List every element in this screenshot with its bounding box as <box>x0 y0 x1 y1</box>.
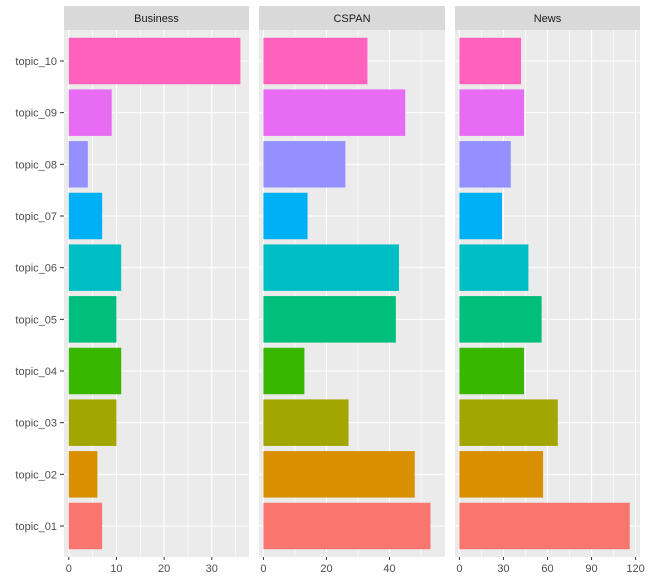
bar-business-topic_04 <box>68 347 122 395</box>
y-tick-label: topic_03 <box>15 418 57 430</box>
bar-news-topic_07 <box>459 192 502 240</box>
y-tick-label: topic_05 <box>15 314 57 326</box>
x-tick-label: 20 <box>320 563 332 575</box>
y-tick-label: topic_07 <box>15 211 57 223</box>
facet-title: News <box>534 13 562 25</box>
bar-cspan-topic_07 <box>263 192 308 240</box>
facet-title: CSPAN <box>333 13 370 25</box>
x-tick-label: 0 <box>456 563 462 575</box>
bar-business-topic_09 <box>68 89 112 136</box>
bar-news-topic_10 <box>459 37 522 85</box>
bar-news-topic_02 <box>459 451 544 498</box>
x-tick-label: 0 <box>66 563 72 575</box>
x-tick-label: 90 <box>585 563 597 575</box>
y-tick-label: topic_04 <box>15 366 57 378</box>
bar-cspan-topic_01 <box>263 502 431 550</box>
x-tick-label: 60 <box>541 563 553 575</box>
y-tick-label: topic_09 <box>15 108 57 120</box>
x-tick-label: 40 <box>383 563 395 575</box>
bar-news-topic_05 <box>459 296 542 343</box>
x-tick-label: 10 <box>110 563 122 575</box>
bar-cspan-topic_08 <box>263 141 346 188</box>
facet-strip <box>455 6 640 30</box>
x-tick-label: 120 <box>626 563 644 575</box>
bar-cspan-topic_02 <box>263 451 415 498</box>
bar-cspan-topic_05 <box>263 296 396 343</box>
y-tick-label: topic_01 <box>15 521 57 533</box>
y-tick-label: topic_10 <box>15 56 57 68</box>
bar-business-topic_10 <box>68 37 241 85</box>
x-tick-label: 0 <box>260 563 266 575</box>
bar-cspan-topic_03 <box>263 399 349 446</box>
bar-news-topic_01 <box>459 502 630 550</box>
bar-cspan-topic_09 <box>263 89 406 136</box>
bar-news-topic_08 <box>459 141 511 188</box>
x-tick-label: 30 <box>497 563 509 575</box>
bar-cspan-topic_04 <box>263 347 305 395</box>
bar-cspan-topic_10 <box>263 37 368 85</box>
y-tick-label: topic_02 <box>15 469 57 481</box>
bar-business-topic_02 <box>68 451 98 498</box>
bar-business-topic_01 <box>68 502 103 550</box>
bar-cspan-topic_06 <box>263 244 399 291</box>
bar-news-topic_09 <box>459 89 525 136</box>
bar-business-topic_05 <box>68 296 117 343</box>
bar-business-topic_08 <box>68 141 88 188</box>
bar-news-topic_06 <box>459 244 529 291</box>
y-tick-label: topic_08 <box>15 159 57 171</box>
bar-business-topic_06 <box>68 244 122 291</box>
bar-news-topic_04 <box>459 347 525 395</box>
x-tick-label: 20 <box>158 563 170 575</box>
x-tick-label: 30 <box>206 563 218 575</box>
y-tick-label: topic_06 <box>15 263 57 275</box>
facet-title: Business <box>134 13 179 25</box>
bar-business-topic_07 <box>68 192 103 240</box>
facet-strip <box>259 6 445 30</box>
facet-strip <box>64 6 249 30</box>
bar-news-topic_03 <box>459 399 558 446</box>
bar-business-topic_03 <box>68 399 117 446</box>
